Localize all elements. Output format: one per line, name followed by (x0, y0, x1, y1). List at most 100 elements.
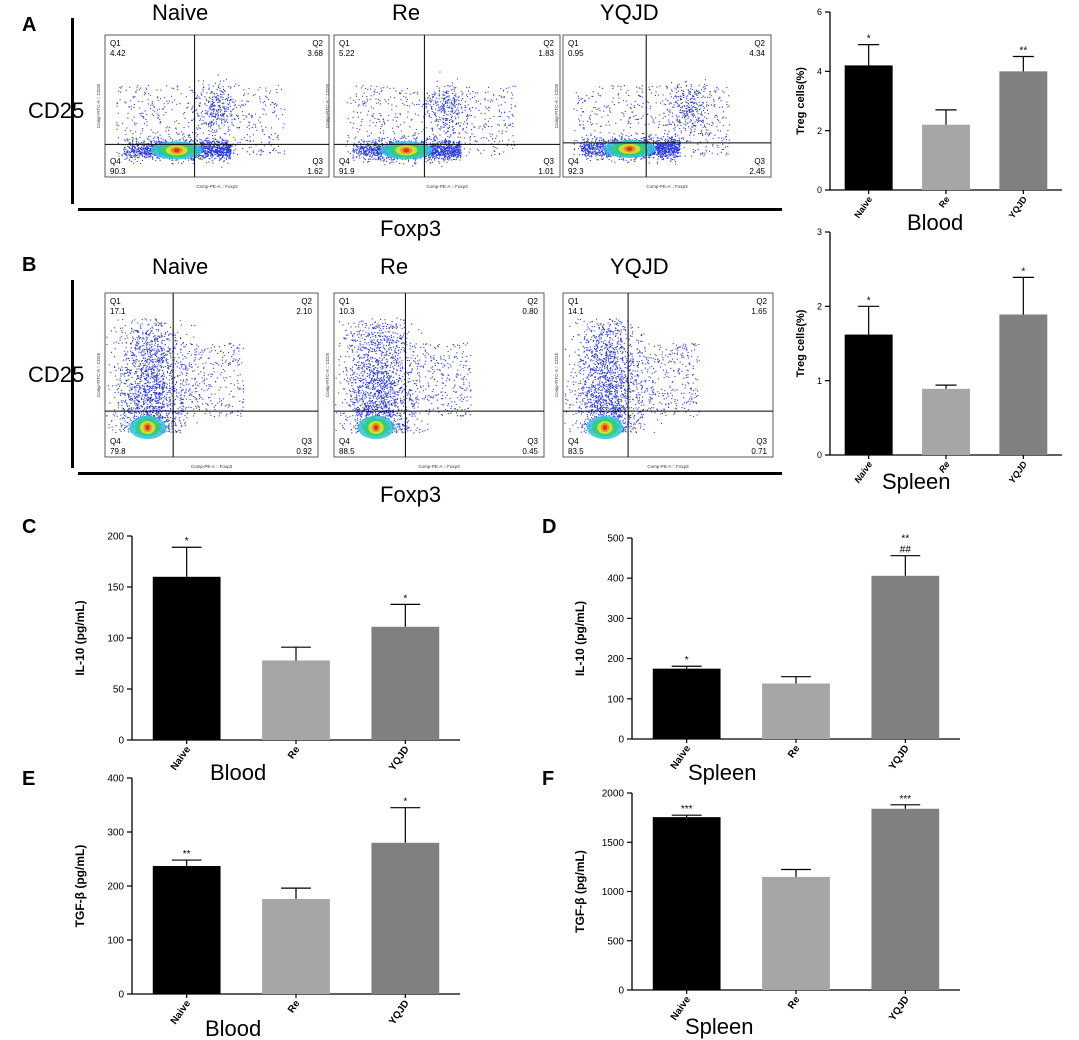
event-dot (365, 150, 367, 152)
event-dot (271, 102, 273, 104)
event-dot (219, 99, 221, 101)
event-dot (388, 157, 390, 159)
event-dot (203, 122, 205, 124)
event-dot (450, 146, 452, 148)
event-dot (451, 129, 453, 131)
event-dot (430, 101, 432, 103)
event-dot (136, 154, 138, 156)
event-dot (224, 148, 226, 150)
event-dot (144, 151, 146, 153)
event-dot (168, 100, 171, 102)
event-dot (431, 147, 434, 149)
event-dot (139, 154, 141, 157)
event-dot (454, 99, 456, 101)
event-dot (218, 146, 220, 148)
event-dot (223, 80, 225, 82)
event-dot (432, 156, 434, 158)
event-dot (269, 137, 271, 139)
event-dot (364, 140, 366, 142)
event-dot (213, 105, 215, 107)
event-dot (372, 150, 374, 152)
panel-letter-a: A (22, 14, 37, 36)
event-dot (429, 154, 431, 156)
event-dot (380, 158, 382, 160)
event-dot (157, 141, 159, 143)
event-dot (404, 158, 406, 160)
event-dot (484, 98, 486, 100)
event-dot (439, 145, 441, 147)
event-dot (451, 108, 453, 110)
event-dot (372, 141, 374, 143)
event-dot (149, 140, 151, 142)
event-dot (429, 100, 431, 102)
event-dot (246, 126, 248, 128)
event-dot (449, 140, 451, 142)
event-dot (492, 100, 494, 102)
event-dot (131, 136, 133, 138)
event-dot (437, 110, 439, 112)
event-dot (364, 145, 367, 147)
event-dot (230, 86, 232, 88)
event-dot (222, 154, 224, 156)
event-dot (366, 155, 368, 157)
event-dot (430, 106, 432, 108)
event-dot (443, 126, 445, 128)
event-dot (222, 114, 224, 116)
event-dot (223, 124, 225, 126)
event-dot (675, 147, 677, 149)
event-dot (672, 140, 674, 142)
event-dot (634, 158, 636, 160)
event-dot (500, 112, 503, 114)
event-dot (243, 118, 245, 120)
event-dot (493, 94, 495, 96)
event-dot (205, 140, 207, 142)
event-dot (448, 154, 450, 156)
event-dot (215, 114, 217, 116)
event-dot (614, 161, 616, 163)
event-dot (370, 153, 372, 155)
event-dot (384, 123, 386, 125)
event-dot (501, 96, 503, 99)
event-dot (440, 127, 442, 129)
event-dot (451, 148, 453, 150)
event-dot (470, 128, 473, 130)
event-dot (236, 114, 238, 116)
event-dot (449, 147, 451, 149)
event-dot (250, 140, 252, 142)
event-dot (474, 116, 476, 118)
event-dot (453, 101, 455, 103)
event-dot (221, 102, 223, 105)
event-dot (452, 146, 454, 148)
event-dot (129, 152, 131, 154)
event-dot (458, 153, 460, 155)
event-dot (201, 141, 203, 143)
event-dot (446, 102, 448, 104)
event-dot (277, 134, 279, 136)
event-dot (450, 144, 453, 146)
event-dot (379, 150, 381, 153)
event-dot (240, 104, 243, 106)
event-dot (361, 118, 363, 120)
event-dot (133, 106, 135, 108)
event-dot (432, 147, 434, 149)
event-dot (206, 112, 208, 115)
event-dot (378, 144, 380, 147)
event-dot (203, 140, 205, 142)
event-dot (229, 147, 231, 149)
event-dot (375, 139, 377, 141)
plot-y-axis-caption: Comp-FITC-A :: CD25 (96, 83, 101, 128)
event-dot (502, 90, 505, 92)
density-hotspot (380, 141, 433, 160)
event-dot (386, 157, 388, 159)
event-dot (451, 153, 453, 155)
event-dot (194, 156, 196, 158)
event-dot (134, 152, 136, 154)
event-dot (453, 146, 455, 148)
event-dot (456, 145, 458, 147)
event-dot (508, 124, 510, 126)
event-dot (239, 106, 241, 108)
event-dot (218, 142, 220, 144)
event-dot (352, 157, 354, 159)
event-dot (456, 78, 459, 80)
event-dot (444, 94, 446, 96)
